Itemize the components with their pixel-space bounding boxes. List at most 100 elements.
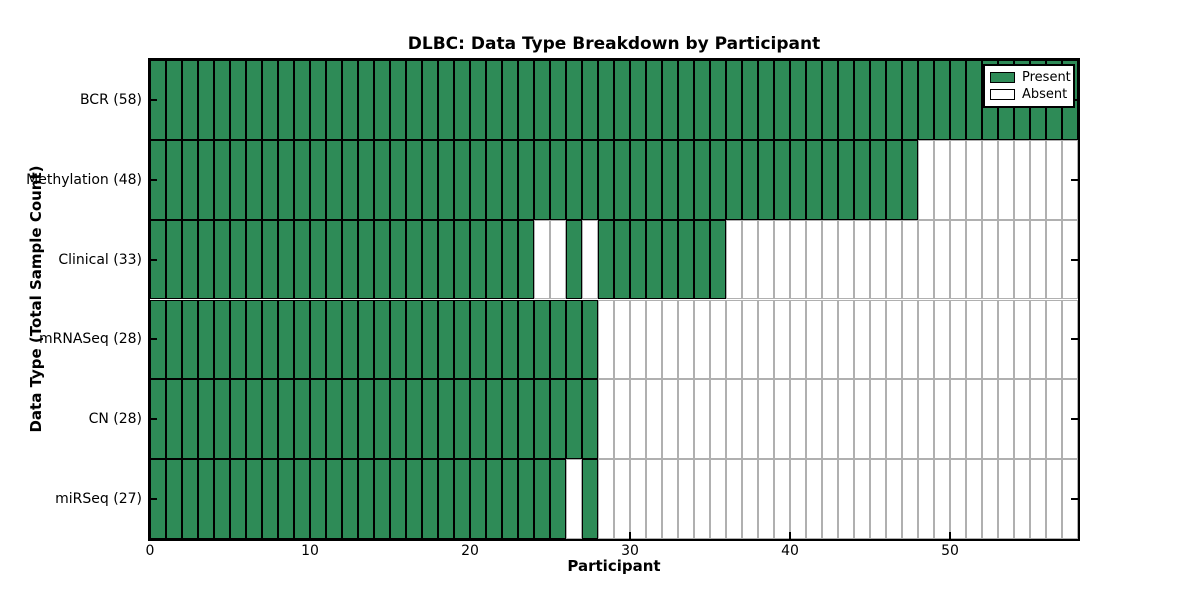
heatmap-cell <box>358 459 374 539</box>
heatmap-cell <box>854 299 870 380</box>
heatmap-cell <box>966 459 982 539</box>
heatmap-cell <box>870 299 886 380</box>
heatmap-cell <box>806 139 822 220</box>
heatmap-cell <box>390 139 406 220</box>
heatmap-cell <box>646 299 662 380</box>
y-tick-label: CN (28) <box>88 411 142 428</box>
heatmap-cell <box>822 219 838 300</box>
heatmap-cell <box>198 60 214 140</box>
heatmap-cell <box>534 379 550 460</box>
heatmap-cell <box>262 219 278 300</box>
tick-mark <box>149 532 151 539</box>
heatmap-cell <box>950 379 966 460</box>
tick-mark <box>949 532 951 539</box>
heatmap-cell <box>342 459 358 539</box>
heatmap-cell <box>358 139 374 220</box>
heatmap-cell <box>310 459 326 539</box>
heatmap-cell <box>486 219 502 300</box>
heatmap-cell <box>614 139 630 220</box>
heatmap-cell <box>966 139 982 220</box>
heatmap-cell <box>486 60 502 140</box>
heatmap-cell <box>1046 139 1062 220</box>
tick-mark <box>1071 338 1078 341</box>
heatmap-cell <box>582 379 598 460</box>
x-tick-label: 20 <box>461 543 479 559</box>
heatmap-cell <box>214 60 230 140</box>
heatmap-cell <box>694 139 710 220</box>
heatmap-cell <box>598 459 614 539</box>
heatmap-cell <box>934 60 950 140</box>
tick-mark <box>789 60 791 67</box>
heatmap-cell <box>550 219 566 300</box>
heatmap-cell <box>630 60 646 140</box>
x-tick-label: 0 <box>145 543 155 559</box>
heatmap-cell <box>518 219 534 300</box>
heatmap-cell <box>982 299 998 380</box>
heatmap-cell <box>358 60 374 140</box>
heatmap-cell <box>166 139 182 220</box>
heatmap-cell <box>166 299 182 380</box>
heatmap-cell <box>422 139 438 220</box>
heatmap-cell <box>646 219 662 300</box>
heatmap-cell <box>886 299 902 380</box>
heatmap-cell <box>966 219 982 300</box>
heatmap-cell <box>518 299 534 380</box>
heatmap-cell <box>630 219 646 300</box>
heatmap-cell <box>678 219 694 300</box>
heatmap-cell <box>278 299 294 380</box>
heatmap-cell <box>726 299 742 380</box>
chart-title: DLBC: Data Type Breakdown by Participant <box>407 34 821 54</box>
heatmap-cell <box>342 139 358 220</box>
plot-area <box>148 58 1080 541</box>
heatmap-cell <box>902 379 918 460</box>
legend-present-label: Present <box>1022 69 1071 85</box>
heatmap-cell <box>198 299 214 380</box>
heatmap-cell <box>1014 299 1030 380</box>
heatmap-cell <box>342 60 358 140</box>
heatmap-cell <box>262 60 278 140</box>
heatmap-cell <box>454 60 470 140</box>
heatmap-cell <box>870 459 886 539</box>
heatmap-cell <box>230 60 246 140</box>
heatmap-cell <box>1030 219 1046 300</box>
heatmap-cell <box>1030 459 1046 539</box>
heatmap-cell <box>998 379 1014 460</box>
heatmap-cell <box>790 219 806 300</box>
heatmap-cell <box>662 299 678 380</box>
heatmap-cell <box>598 379 614 460</box>
legend-absent-label: Absent <box>1022 87 1068 103</box>
heatmap-cell <box>790 60 806 140</box>
heatmap-cell <box>1030 299 1046 380</box>
legend-absent-swatch <box>990 89 1015 101</box>
heatmap-cell <box>246 60 262 140</box>
heatmap-cell <box>838 60 854 140</box>
heatmap-cell <box>758 60 774 140</box>
heatmap-cell <box>598 139 614 220</box>
heatmap-cell <box>1014 139 1030 220</box>
heatmap-cell <box>486 379 502 460</box>
heatmap-cell <box>806 459 822 539</box>
x-tick-label: 10 <box>301 543 319 559</box>
heatmap-cell <box>806 299 822 380</box>
heatmap-cell <box>422 219 438 300</box>
heatmap-cell <box>278 219 294 300</box>
heatmap-cell <box>614 299 630 380</box>
heatmap-cell <box>662 139 678 220</box>
heatmap-cell <box>438 299 454 380</box>
heatmap-cell <box>374 219 390 300</box>
heatmap-cell <box>566 139 582 220</box>
heatmap-cell <box>934 459 950 539</box>
heatmap-cell <box>582 459 598 539</box>
heatmap-cell <box>470 379 486 460</box>
heatmap-cell <box>950 219 966 300</box>
heatmap-cell <box>246 379 262 460</box>
heatmap-cell <box>950 459 966 539</box>
heatmap-cell <box>662 60 678 140</box>
heatmap-cell <box>326 299 342 380</box>
heatmap-cell <box>854 139 870 220</box>
heatmap-cell <box>358 299 374 380</box>
heatmap-cell <box>502 60 518 140</box>
heatmap-cell <box>310 139 326 220</box>
heatmap-cell <box>982 459 998 539</box>
heatmap-cell <box>790 379 806 460</box>
